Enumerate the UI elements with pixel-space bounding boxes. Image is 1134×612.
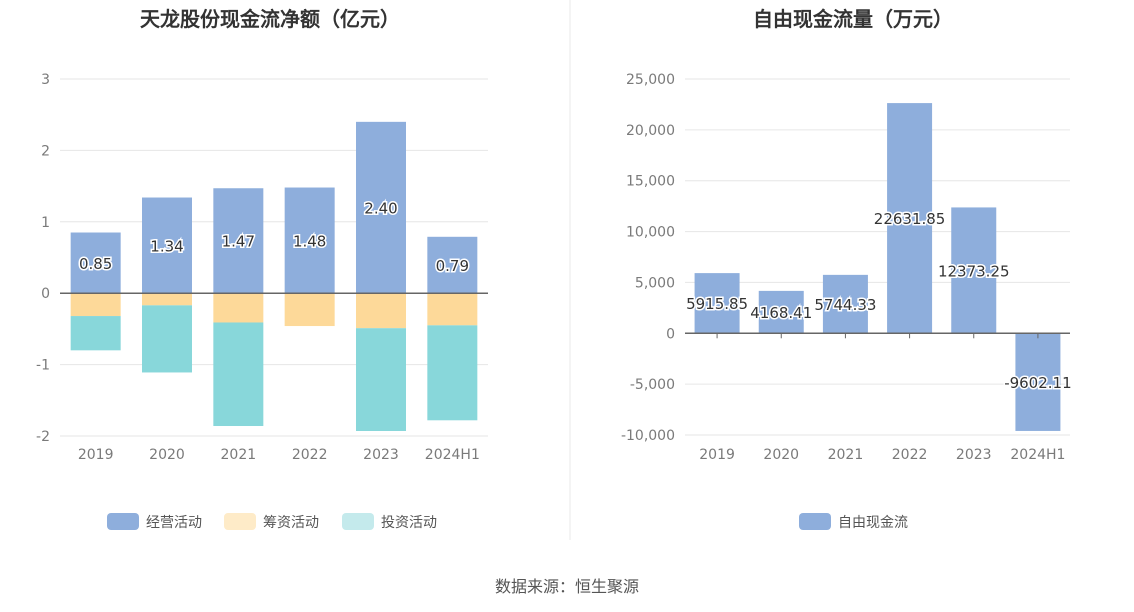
legend-label: 投资活动 — [381, 515, 437, 531]
bar-financing — [142, 293, 192, 306]
y-tick-label: 1 — [41, 215, 50, 231]
legend-swatch — [224, 513, 256, 530]
bar-financing — [213, 293, 264, 323]
bar-operating — [427, 236, 478, 294]
bar-investing — [356, 328, 406, 432]
right-data-labels: 5915.85 4168.41 5744.33 22631.85 12373.25 -96… — [685, 209, 1074, 394]
cash-flow-chart-title: 天龙股份现金流净额（亿元） — [140, 7, 400, 31]
x-tick-label: 2024H1 — [425, 447, 480, 463]
y-tick-label: -10,000 — [621, 428, 675, 444]
y-tick-label: -5,000 — [630, 377, 675, 393]
data-label: 1.48 — [293, 232, 326, 250]
bar-investing — [213, 322, 264, 427]
y-tick-label: 0 — [41, 286, 50, 302]
data-label: -9602.11 — [1004, 374, 1071, 392]
left-axis: -2 -1 0 1 2 3 2019 2020 2021 2022 2023 2024H1 — [36, 72, 488, 463]
left-data-labels: 0.85 1.34 1.47 1.48 2.40 0.79 — [77, 198, 470, 276]
bar-investing — [70, 316, 121, 351]
legend-label: 筹资活动 — [263, 514, 319, 531]
x-tick-label: 2023 — [956, 447, 992, 463]
y-tick-label: 20,000 — [626, 123, 675, 139]
free-cash-flow-chart-title: 自由现金流量（万元） — [753, 7, 953, 31]
bar-operating — [356, 121, 406, 294]
x-tick-label: 2020 — [149, 447, 185, 463]
legend-swatch — [799, 513, 831, 530]
bar-financing — [70, 293, 121, 317]
data-label: 4168.41 — [750, 304, 812, 322]
bar-financing — [427, 293, 478, 326]
y-tick-label: 2 — [41, 143, 50, 159]
data-label: 5915.85 — [686, 295, 748, 313]
bar-free-cash-flow — [822, 274, 868, 334]
bar-free-cash-flow — [694, 273, 740, 334]
x-tick-label: 2019 — [699, 447, 735, 463]
y-tick-label: 15,000 — [626, 174, 675, 190]
x-tick-label: 2019 — [78, 447, 114, 463]
y-tick-label: 10,000 — [626, 225, 675, 241]
y-tick-label: 0 — [666, 326, 675, 342]
x-tick-label: 2022 — [292, 447, 328, 463]
x-tick-label: 2021 — [221, 447, 257, 463]
left-legend: 经营活动 筹资活动 投资活动 — [107, 513, 437, 531]
y-tick-label: 3 — [41, 72, 50, 88]
data-label: 2.40 — [364, 200, 397, 218]
x-tick-label: 2024H1 — [1010, 447, 1065, 463]
y-tick-label: -2 — [36, 429, 50, 445]
bar-free-cash-flow — [1015, 333, 1061, 431]
data-label: 1.34 — [150, 237, 183, 255]
bar-free-cash-flow — [758, 290, 804, 334]
left-grid — [60, 78, 488, 437]
legend-swatch — [342, 513, 374, 530]
legend-swatch — [107, 513, 139, 530]
right-axis: -10,000 -5,000 0 5,000 10,000 15,000 20,000 25,… — [621, 72, 1070, 463]
y-tick-label: -1 — [36, 358, 50, 374]
left-bars — [70, 121, 478, 432]
free-cash-flow-chart: 自由现金流量（万元） -10,000 -5,000 0 5,000 10,000 15,0… — [621, 7, 1074, 531]
data-label: 22631.85 — [874, 210, 946, 228]
bar-investing — [427, 325, 478, 421]
data-label: 0.85 — [79, 255, 112, 273]
x-tick-label: 2020 — [763, 447, 799, 463]
data-label: 1.47 — [222, 233, 255, 251]
data-label: 0.79 — [436, 257, 469, 275]
bar-operating — [284, 187, 335, 294]
bar-free-cash-flow — [887, 103, 933, 334]
bar-investing — [142, 305, 192, 373]
y-tick-label: 5,000 — [635, 275, 675, 291]
cash-flow-net-chart: 天龙股份现金流净额（亿元） -2 -1 0 1 2 3 2019 2020 2021 2022 20… — [36, 7, 488, 531]
data-source-note: 数据来源：恒生聚源 — [495, 577, 639, 596]
right-bars — [694, 103, 1061, 431]
data-label: 12373.25 — [938, 262, 1010, 280]
data-label: 5744.33 — [814, 296, 876, 314]
bar-free-cash-flow — [951, 207, 997, 334]
right-grid — [685, 78, 1070, 436]
bar-financing — [356, 293, 406, 329]
legend-label: 自由现金流 — [838, 515, 908, 531]
x-tick-label: 2021 — [828, 447, 864, 463]
bar-operating — [213, 188, 264, 294]
bar-operating — [70, 232, 121, 294]
bar-financing — [284, 293, 335, 327]
bar-operating — [142, 197, 192, 294]
x-tick-label: 2022 — [892, 447, 928, 463]
x-tick-label: 2023 — [363, 447, 399, 463]
y-tick-label: 25,000 — [626, 72, 675, 88]
right-legend: 自由现金流 — [799, 513, 908, 531]
legend-label: 经营活动 — [146, 515, 202, 531]
